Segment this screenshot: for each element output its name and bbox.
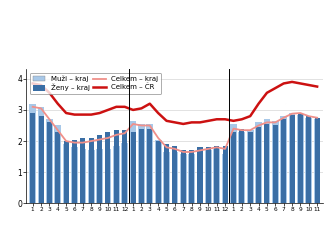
- Bar: [298, 113, 303, 203]
- Bar: [30, 113, 35, 203]
- Bar: [189, 151, 194, 203]
- Bar: [163, 152, 170, 203]
- Bar: [272, 121, 279, 203]
- Bar: [147, 124, 153, 203]
- Bar: [164, 144, 169, 203]
- Bar: [188, 154, 195, 203]
- Bar: [130, 121, 136, 203]
- Bar: [138, 124, 145, 203]
- Bar: [88, 151, 95, 203]
- Bar: [46, 119, 53, 203]
- Bar: [239, 129, 244, 203]
- Bar: [156, 141, 161, 203]
- Bar: [131, 132, 136, 203]
- Bar: [122, 130, 127, 203]
- Bar: [214, 146, 219, 203]
- Bar: [197, 147, 203, 203]
- Bar: [64, 141, 69, 203]
- Bar: [47, 122, 52, 203]
- Bar: [247, 130, 253, 203]
- Bar: [214, 149, 220, 203]
- Bar: [72, 140, 77, 203]
- Bar: [205, 151, 212, 203]
- Bar: [121, 143, 128, 203]
- Bar: [172, 152, 178, 203]
- Bar: [289, 115, 295, 203]
- Legend: Muži – kraj, Ženy – kraj, Celkem – kraj, Celkem – ČR: Muži – kraj, Ženy – kraj, Celkem – kraj,…: [30, 73, 161, 94]
- Bar: [89, 138, 94, 203]
- Bar: [106, 132, 111, 203]
- Bar: [314, 119, 320, 203]
- Bar: [222, 154, 228, 203]
- Bar: [139, 129, 144, 203]
- Bar: [29, 104, 36, 203]
- Bar: [314, 118, 320, 203]
- Bar: [105, 149, 111, 203]
- Bar: [256, 127, 261, 203]
- Bar: [172, 146, 178, 203]
- Bar: [181, 151, 186, 203]
- Bar: [114, 130, 119, 203]
- Bar: [273, 125, 278, 203]
- Bar: [39, 116, 44, 203]
- Bar: [180, 154, 186, 203]
- Bar: [113, 146, 120, 203]
- Bar: [239, 132, 245, 203]
- Bar: [63, 144, 70, 203]
- Bar: [289, 113, 295, 203]
- Bar: [97, 135, 102, 203]
- Bar: [248, 132, 253, 203]
- Bar: [281, 119, 286, 203]
- Bar: [255, 122, 262, 203]
- Bar: [81, 138, 85, 203]
- Bar: [280, 116, 287, 203]
- Bar: [55, 132, 60, 203]
- Bar: [197, 152, 203, 203]
- Bar: [71, 147, 78, 203]
- Bar: [306, 116, 311, 203]
- Bar: [38, 107, 45, 203]
- Bar: [54, 125, 61, 203]
- Bar: [96, 149, 103, 203]
- Bar: [230, 124, 237, 203]
- Bar: [223, 146, 228, 203]
- Bar: [231, 132, 236, 203]
- Bar: [297, 115, 304, 203]
- Bar: [80, 149, 86, 203]
- Bar: [305, 118, 312, 203]
- Bar: [264, 119, 270, 203]
- Bar: [264, 124, 269, 203]
- Bar: [155, 140, 161, 203]
- Bar: [206, 147, 211, 203]
- Bar: [147, 129, 152, 203]
